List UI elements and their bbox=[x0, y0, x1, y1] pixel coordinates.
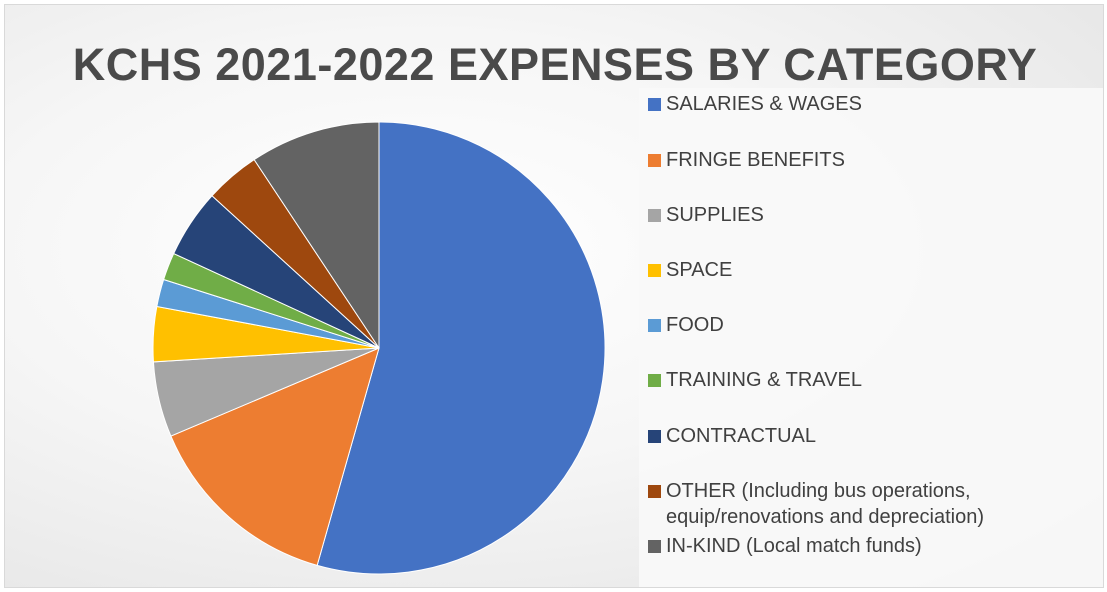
legend-label: OTHER (Including bus operations, equip/r… bbox=[666, 480, 984, 528]
legend-swatch bbox=[648, 540, 661, 553]
legend-item: TRAINING & TRAVEL bbox=[648, 367, 862, 393]
legend-label: FRINGE BENEFITS bbox=[666, 149, 845, 171]
legend-label: SALARIES & WAGES bbox=[666, 93, 862, 115]
legend-panel bbox=[639, 88, 1103, 587]
chart-title: KCHS 2021-2022 EXPENSES BY CATEGORY bbox=[72, 39, 1038, 90]
legend-label: SPACE bbox=[666, 259, 733, 281]
legend-label: FOOD bbox=[666, 314, 724, 336]
legend-swatch bbox=[648, 264, 661, 277]
legend-swatch bbox=[648, 319, 661, 332]
legend-swatch bbox=[648, 430, 661, 443]
legend-item: OTHER (Including bus operations, equip/r… bbox=[648, 478, 984, 530]
legend-swatch bbox=[648, 209, 661, 222]
legend-item: FOOD bbox=[648, 312, 724, 338]
legend-item: SALARIES & WAGES bbox=[648, 91, 862, 117]
legend-swatch bbox=[648, 98, 661, 111]
pie-slice-8 bbox=[253, 121, 380, 350]
legend-label: IN-KIND (Local match funds) bbox=[666, 535, 922, 557]
legend-label: CONTRACTUAL bbox=[666, 425, 817, 447]
chart-area: KCHS 2021-2022 EXPENSES BY CATEGORY SALA… bbox=[4, 4, 1104, 588]
legend-label: SUPPLIES bbox=[666, 204, 764, 226]
legend-item: CONTRACTUAL bbox=[648, 423, 816, 449]
legend-swatch bbox=[648, 154, 661, 167]
pie-slice-1 bbox=[170, 347, 380, 566]
legend-label: TRAINING & TRAVEL bbox=[666, 369, 862, 391]
legend-item: SPACE bbox=[648, 257, 732, 283]
legend-item: IN-KIND (Local match funds) bbox=[648, 533, 922, 559]
legend-swatch bbox=[648, 374, 661, 387]
pie-slice-0 bbox=[316, 121, 606, 575]
legend-swatch bbox=[648, 485, 661, 498]
pie-chart bbox=[152, 121, 606, 575]
legend-item: FRINGE BENEFITS bbox=[648, 147, 845, 173]
legend-item: SUPPLIES bbox=[648, 202, 764, 228]
